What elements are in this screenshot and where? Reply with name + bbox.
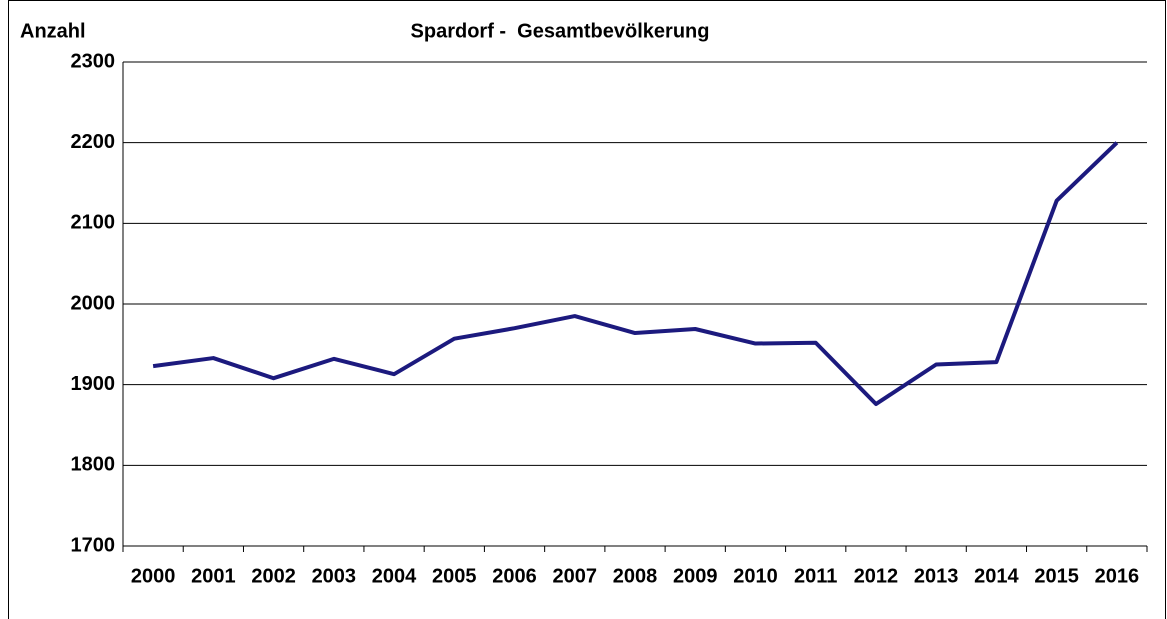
y-tick-label: 1900 — [71, 373, 116, 395]
y-tick-label: 2200 — [71, 131, 116, 153]
x-tick-label: 2002 — [251, 565, 296, 587]
x-tick-label: 2007 — [553, 565, 598, 587]
x-tick-label: 2008 — [613, 565, 658, 587]
x-tick-label: 2005 — [432, 565, 477, 587]
x-tick-label: 2001 — [191, 565, 236, 587]
chart-title: Spardorf - Gesamtbevölkerung — [411, 20, 710, 42]
x-tick-label: 2015 — [1034, 565, 1079, 587]
x-tick-label: 2012 — [854, 565, 899, 587]
frame — [8, 0, 1166, 619]
x-tick-label: 2006 — [492, 565, 537, 587]
x-tick-label: 2011 — [794, 565, 837, 587]
y-axis-label: Anzahl — [20, 20, 86, 42]
x-tick-label: 2016 — [1095, 565, 1140, 587]
x-tick-label: 2009 — [673, 565, 718, 587]
x-tick-label: 2013 — [914, 565, 959, 587]
data-line — [152, 141, 1119, 407]
y-tick-label: 1700 — [71, 534, 116, 556]
x-tick-label: 2004 — [372, 565, 417, 587]
x-tick-label: 2010 — [733, 565, 778, 587]
x-tick-label: 2014 — [974, 565, 1019, 587]
y-tick-label: 2100 — [71, 212, 116, 234]
x-tick-label: 2003 — [312, 565, 357, 587]
y-tick-label: 1800 — [71, 454, 116, 476]
y-tick-label: 2000 — [71, 292, 116, 314]
x-tick-label: 2000 — [131, 565, 176, 587]
y-tick-label: 2300 — [71, 50, 116, 72]
